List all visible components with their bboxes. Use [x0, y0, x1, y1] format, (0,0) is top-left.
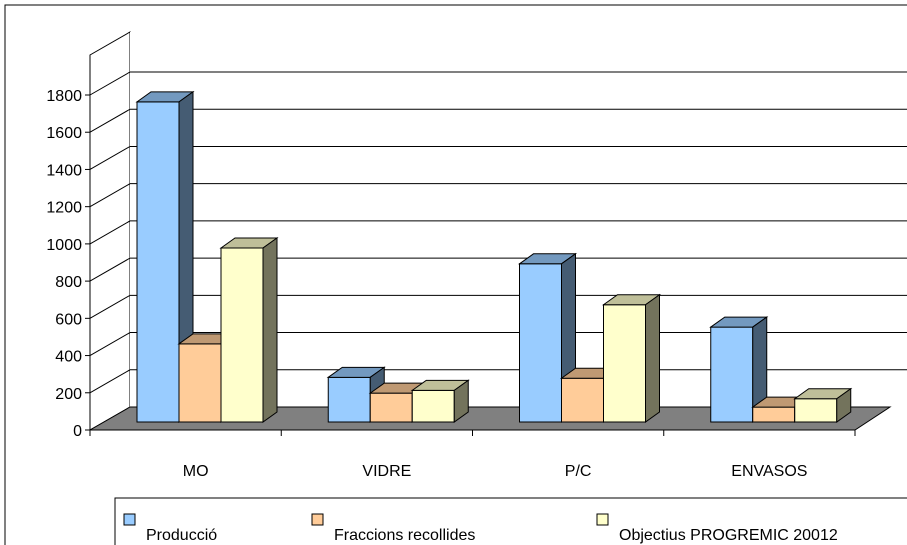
bar: [601, 293, 662, 423]
bar: [793, 387, 853, 423]
bar-front: [411, 389, 455, 423]
bar-front: [178, 343, 222, 423]
legend-label-fraccions: Fraccions recollides: [334, 527, 475, 544]
bars: [135, 90, 853, 423]
gridline: [89, 71, 907, 96]
gridline: [89, 108, 907, 133]
bar: [219, 237, 279, 423]
legend-swatch-produccio: [123, 513, 136, 526]
y-tick-label: 1400: [46, 162, 82, 179]
x-category-label: VIDRE: [362, 463, 411, 480]
legend-swatch-objectius: [596, 513, 609, 526]
bar-front: [752, 406, 796, 423]
bar-front: [603, 304, 646, 423]
y-tick-label: 600: [55, 311, 82, 328]
bar-front: [519, 263, 562, 423]
gridline: [89, 183, 907, 208]
legend: Producció Fraccions recollides Objectius…: [114, 497, 907, 545]
y-tick-label: 800: [55, 274, 82, 291]
gridline: [89, 257, 907, 282]
legend-label-produccio: Producció: [146, 527, 217, 544]
bar-front: [710, 326, 754, 423]
x-category-label: ENVASOS: [731, 463, 807, 480]
bar-front: [327, 376, 371, 423]
plot-walls: [89, 31, 907, 431]
y-axis: 0 200 400 600 800 1000 1200 1400 1600 1800: [46, 55, 91, 440]
bar-front: [561, 377, 604, 423]
x-axis: MO VIDRE P/C ENVASOS: [89, 429, 856, 480]
bar-front: [794, 398, 838, 423]
y-tick-label: 1200: [46, 200, 82, 217]
bar: [135, 90, 195, 423]
legend-label-objectius: Objectius PROGREMIC 20012: [619, 527, 838, 544]
bar: [410, 379, 470, 423]
bar-side: [262, 237, 278, 423]
x-category-label: MO: [183, 463, 209, 480]
bar-side: [836, 387, 852, 423]
legend-box: [114, 497, 907, 545]
bar-front: [369, 392, 413, 423]
gridline: [89, 145, 907, 170]
legend-swatch-fraccions: [311, 513, 324, 526]
bar-side: [453, 379, 469, 423]
bar-front: [220, 247, 264, 423]
y-tick-label: 1600: [46, 125, 82, 142]
y-tick-label: 1000: [46, 237, 82, 254]
bar-front: [136, 101, 180, 423]
y-tick-label: 200: [55, 386, 82, 403]
y-tick-label: 0: [73, 423, 82, 440]
x-category-label: P/C: [565, 463, 592, 480]
y-tick-label: 400: [55, 349, 82, 366]
bar-side: [645, 293, 660, 423]
y-tick-label: 1800: [46, 88, 82, 105]
gridline: [89, 220, 907, 245]
